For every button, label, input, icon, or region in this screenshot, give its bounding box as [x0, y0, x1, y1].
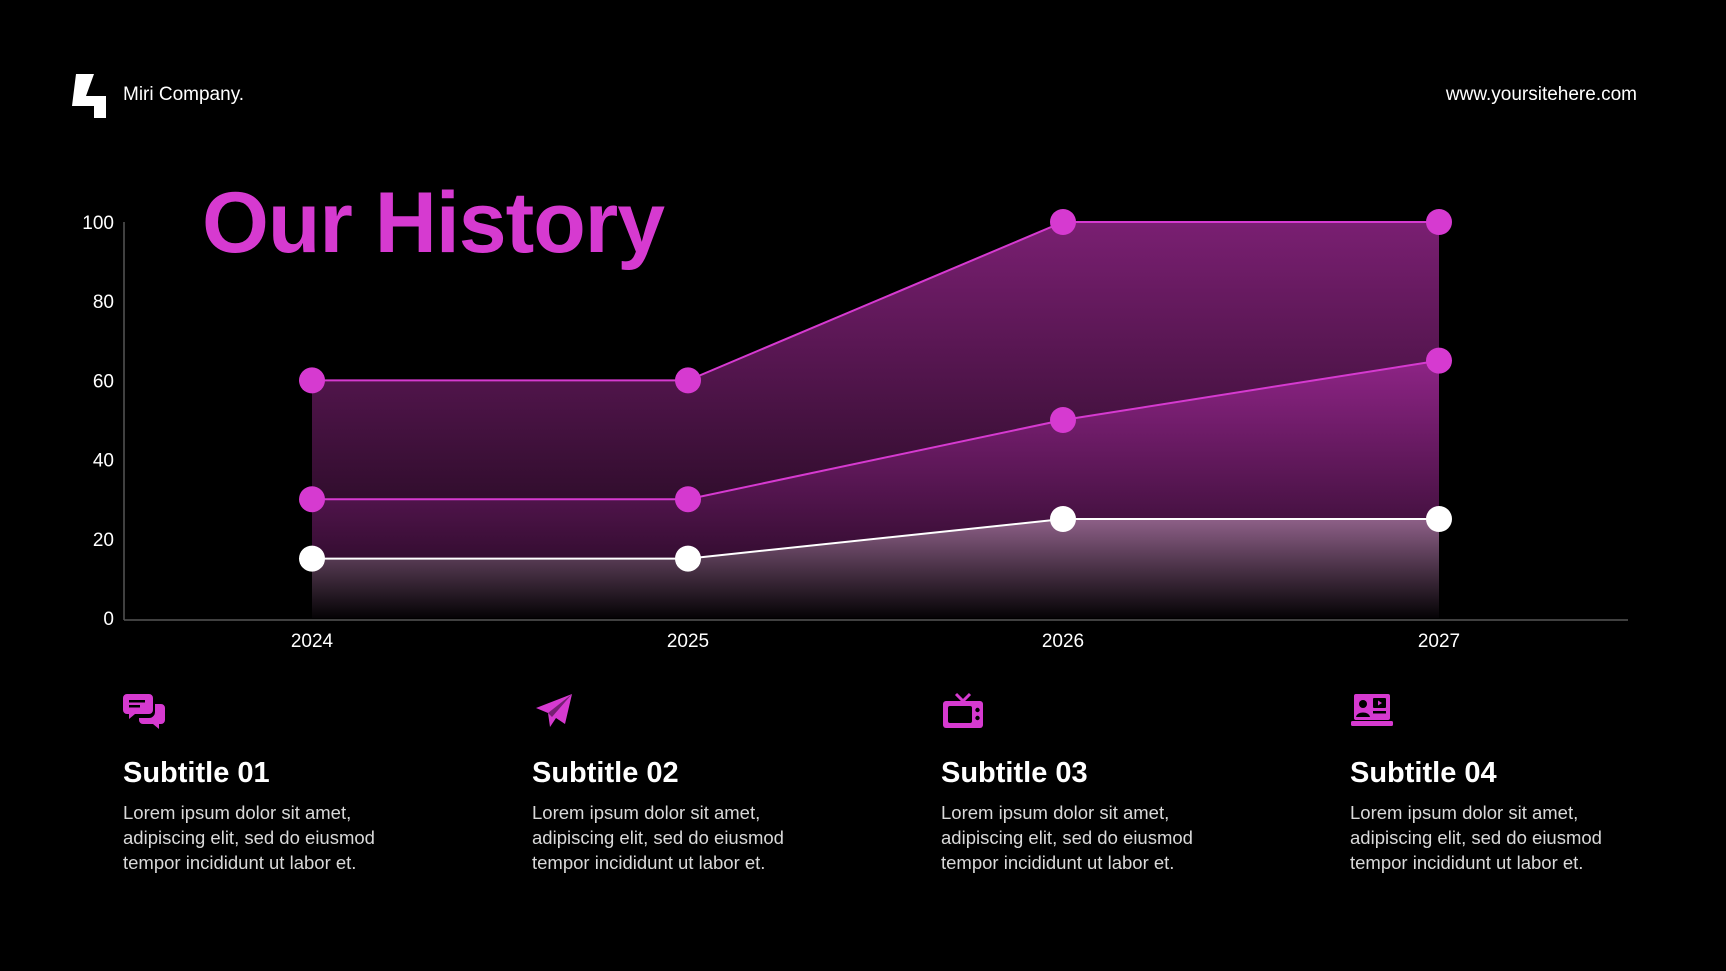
feature-description: Lorem ipsum dolor sit amet, adipiscing e… [532, 801, 784, 873]
y-tick-label: 0 [103, 609, 114, 630]
brand-name: Miri Company. [123, 84, 245, 105]
company-logo-icon [72, 74, 106, 118]
laptop-video-icon [1351, 694, 1393, 726]
feature-title: Subtitle 03 [941, 757, 1088, 789]
data-point [1050, 407, 1076, 433]
feature-description: Lorem ipsum dolor sit amet, adipiscing e… [123, 801, 375, 873]
data-point [675, 545, 701, 572]
x-tick-label: 2024 [291, 631, 334, 652]
history-chart: 0 20 40 60 80 100 2024 2025 2026 2027 [82, 209, 1628, 652]
data-point [299, 545, 325, 572]
feature-card: Subtitle 03 Lorem ipsum dolor sit amet, … [941, 690, 1271, 875]
data-point [1426, 209, 1452, 235]
paper-plane-icon [536, 694, 572, 727]
television-icon [943, 692, 983, 728]
feature-title: Subtitle 02 [532, 757, 679, 789]
x-tick-label: 2025 [667, 631, 709, 652]
chat-bubbles-icon [123, 694, 165, 729]
feature-card: Subtitle 01 Lorem ipsum dolor sit amet, … [123, 690, 453, 875]
header: Miri Company. www.yoursitehere.com [0, 0, 1726, 140]
line-series-2 [312, 359, 1440, 501]
data-point [299, 367, 325, 394]
area-series-3 [312, 519, 1439, 618]
y-tick-label: 80 [93, 292, 114, 313]
data-point [675, 486, 701, 513]
website-link[interactable]: www.yoursitehere.com [1445, 84, 1637, 105]
feature-title: Subtitle 01 [123, 757, 270, 789]
x-tick-label: 2026 [1042, 631, 1084, 652]
line-series-3 [312, 518, 1439, 560]
y-tick-label: 100 [82, 213, 114, 234]
feature-card: Subtitle 04 Lorem ipsum dolor sit amet, … [1350, 690, 1680, 875]
data-point [299, 486, 325, 513]
data-point [675, 367, 701, 394]
data-point [1426, 506, 1452, 532]
y-tick-label: 60 [93, 371, 114, 392]
data-point [1050, 506, 1076, 532]
data-point [1426, 347, 1452, 374]
x-tick-label: 2027 [1418, 631, 1460, 652]
feature-title: Subtitle 04 [1350, 757, 1497, 789]
data-point [1050, 209, 1076, 235]
page-title: Our History [202, 175, 665, 271]
feature-description: Lorem ipsum dolor sit amet, adipiscing e… [941, 801, 1193, 873]
line-series-1 [312, 221, 1439, 382]
y-tick-label: 40 [93, 451, 114, 472]
y-tick-label: 20 [93, 530, 114, 551]
feature-card: Subtitle 02 Lorem ipsum dolor sit amet, … [532, 690, 862, 875]
feature-description: Lorem ipsum dolor sit amet, adipiscing e… [1350, 801, 1602, 873]
